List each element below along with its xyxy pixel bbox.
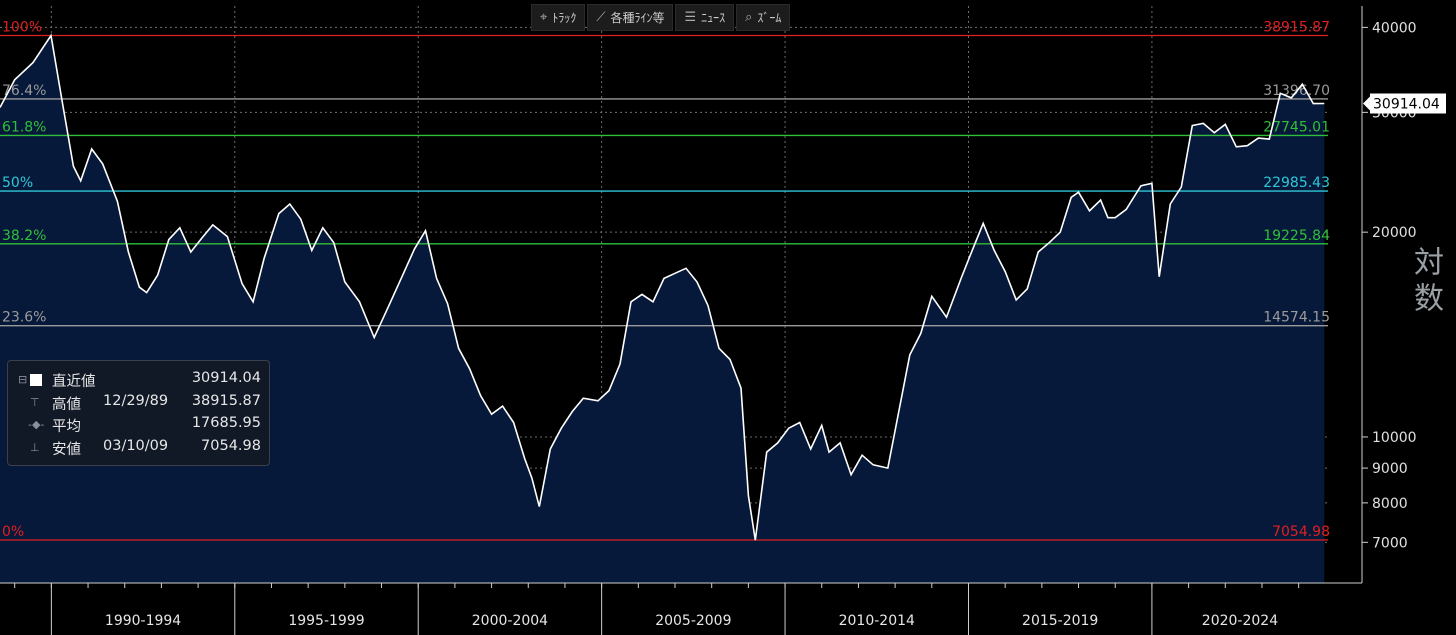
fib-pct-2: 61.8% bbox=[2, 119, 46, 135]
legend-average-label: 平均 bbox=[52, 419, 81, 435]
x-period-label-5: 2015-2019 bbox=[1022, 613, 1098, 629]
legend-average-value: 17685.95 bbox=[191, 415, 261, 431]
legend-row-last: ⊟ 直近値 30914.04 bbox=[8, 369, 269, 391]
y-tick-label-2: 20000 bbox=[1372, 225, 1417, 241]
x-period-label-1: 1995-1999 bbox=[288, 613, 364, 629]
zoom-label: ｽﾞｰﾑ bbox=[757, 11, 782, 25]
legend-row-low: ⊥ 安値 03/10/09 7054.98 bbox=[8, 437, 269, 459]
x-axis: 1990-1994 1995-1999 2000-2004 2005-2009 2010… bbox=[0, 582, 1362, 635]
fib-value-3: 22985.43 bbox=[1263, 175, 1330, 191]
legend-low-label: 安値 bbox=[52, 442, 81, 458]
last-value-marker: 30914.04 bbox=[1363, 93, 1446, 114]
fib-pct-1: 76.4% bbox=[2, 83, 46, 99]
legend-row-high: ⊤ 高値 12/29/89 38915.87 bbox=[8, 392, 269, 414]
last-value-label: 30914.04 bbox=[1373, 96, 1440, 112]
line-tools-button[interactable]: ⟋ 各種ﾗｲﾝ等 bbox=[587, 4, 674, 31]
low-marker-icon: ⊥ bbox=[30, 441, 40, 454]
news-icon: ☰ bbox=[684, 10, 697, 25]
fib-pct-4: 38.2% bbox=[2, 228, 46, 244]
price-line bbox=[0, 33, 1325, 541]
price-area bbox=[0, 35, 1325, 583]
legend-low-date: 03/10/09 bbox=[103, 438, 169, 454]
y-tick-label-6: 7000 bbox=[1372, 535, 1408, 551]
y-tick-label-4: 9000 bbox=[1372, 461, 1408, 477]
legend-low-value: 7054.98 bbox=[201, 438, 261, 454]
chart-toolbar: ⌖ ﾄﾗｯｸ ⟋ 各種ﾗｲﾝ等 ☰ ﾆｭｰｽ ⌕ ｽﾞｰﾑ bbox=[531, 4, 791, 31]
high-marker-icon: ⊤ bbox=[30, 396, 40, 409]
collapse-icon[interactable]: ⊟ bbox=[18, 373, 28, 386]
fib-value-6: 7054.98 bbox=[1272, 524, 1330, 540]
y-tick-label-3: 10000 bbox=[1372, 430, 1417, 446]
legend-last-label: 直近値 bbox=[52, 374, 96, 390]
x-period-label-2: 2000-2004 bbox=[472, 613, 548, 629]
fib-value-4: 19225.84 bbox=[1263, 228, 1330, 244]
x-period-label-0: 1990-1994 bbox=[105, 613, 181, 629]
legend-row-average: -◆- 平均 17685.95 bbox=[8, 414, 269, 436]
legend-high-value: 38915.87 bbox=[191, 393, 261, 409]
y-tick-label-0: 40000 bbox=[1372, 20, 1417, 36]
track-button[interactable]: ⌖ ﾄﾗｯｸ bbox=[531, 4, 586, 31]
last-value-pointer bbox=[1363, 96, 1370, 111]
log-scale-label[interactable]: 対数 bbox=[1408, 246, 1443, 318]
last-value-box bbox=[1370, 93, 1446, 114]
fib-pct-6: 0% bbox=[2, 524, 24, 540]
legend-last-value: 30914.04 bbox=[191, 370, 261, 386]
x-period-label-4: 2010-2014 bbox=[839, 613, 915, 629]
fib-pct-5: 23.6% bbox=[2, 310, 46, 326]
track-label: ﾄﾗｯｸ bbox=[552, 11, 577, 25]
fib-value-0: 38915.87 bbox=[1263, 19, 1330, 35]
legend-high-label: 高値 bbox=[52, 397, 81, 413]
fib-pct-0: 100% bbox=[2, 19, 42, 35]
fib-value-5: 14574.15 bbox=[1263, 310, 1330, 326]
fib-pct-3: 50% bbox=[2, 175, 33, 191]
legend-high-date: 12/29/89 bbox=[103, 393, 169, 409]
crosshair-icon: ⌖ bbox=[540, 10, 548, 25]
x-period-label-3: 2005-2009 bbox=[655, 613, 731, 629]
zoom-icon: ⌕ bbox=[745, 10, 753, 25]
news-label: ﾆｭｰｽ bbox=[701, 11, 726, 25]
fib-value-2: 27745.01 bbox=[1263, 119, 1330, 135]
x-period-label-6: 2020-2024 bbox=[1202, 613, 1278, 629]
news-button[interactable]: ☰ ﾆｭｰｽ bbox=[675, 4, 735, 31]
series-swatch-icon bbox=[30, 374, 42, 386]
legend-box[interactable]: ⊟ 直近値 30914.04 ⊤ 高値 12/29/89 38915.87 -◆… bbox=[7, 360, 270, 466]
line-tools-label: 各種ﾗｲﾝ等 bbox=[610, 11, 665, 25]
zoom-button[interactable]: ⌕ ｽﾞｰﾑ bbox=[736, 4, 791, 31]
y-tick-label-5: 8000 bbox=[1372, 496, 1408, 512]
line-tool-icon: ⟋ bbox=[596, 10, 606, 25]
average-marker-icon: -◆- bbox=[28, 418, 45, 431]
